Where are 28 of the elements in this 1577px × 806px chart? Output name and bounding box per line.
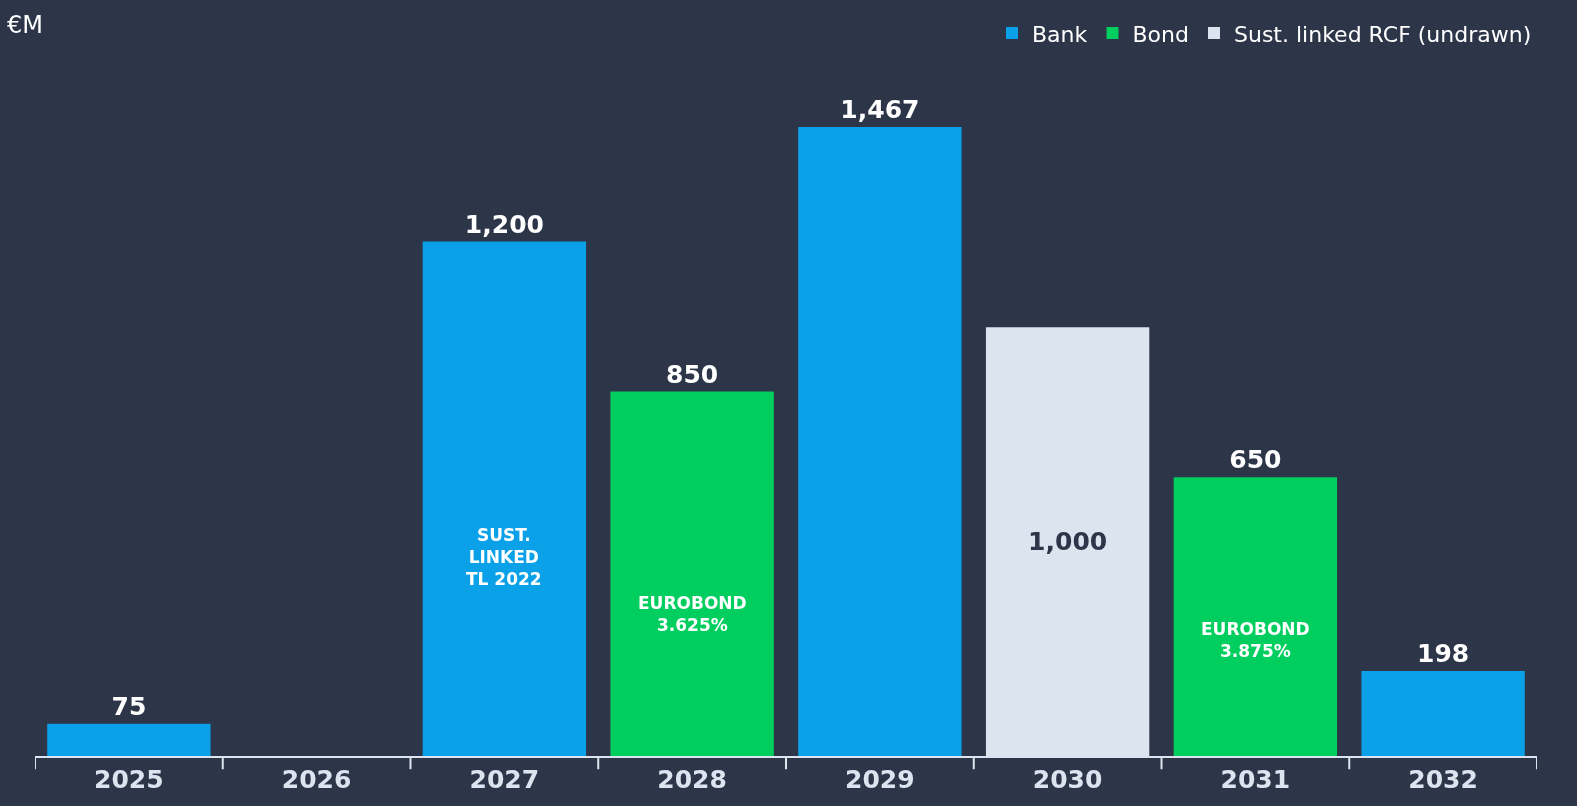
bar — [1173, 477, 1338, 756]
x-tick-label: 2032 — [1408, 765, 1478, 794]
x-tick-label: 2027 — [469, 765, 540, 794]
y-axis-title: €M — [7, 11, 43, 39]
x-tick-label: 2030 — [1032, 765, 1103, 794]
data-label: 75 — [111, 691, 147, 721]
data-label: 1,200 — [464, 209, 544, 239]
data-label: 850 — [666, 359, 719, 389]
bar — [47, 723, 211, 756]
annotation: EUROBOND 3.625% — [638, 593, 747, 636]
bar — [610, 391, 774, 756]
bar — [798, 127, 962, 756]
x-tick-label: 2026 — [281, 765, 352, 794]
x-tick-label: 2031 — [1220, 765, 1291, 794]
x-tick-label: 2029 — [845, 765, 915, 794]
legend-label: Bank — [1032, 21, 1088, 47]
x-tick-label: 2025 — [94, 765, 164, 794]
legend-label: Bond — [1132, 21, 1189, 47]
bar — [422, 241, 587, 756]
data-label: 198 — [1417, 639, 1470, 669]
annotation: EUROBOND 3.875% — [1201, 619, 1310, 662]
legend-label: Sust. linked RCF (undrawn) — [1233, 21, 1532, 47]
bar — [1361, 671, 1525, 756]
data-label: 1,000 — [1028, 527, 1108, 557]
x-tick-label: 2028 — [657, 765, 727, 794]
data-label: 650 — [1229, 445, 1282, 475]
data-label: 1,467 — [840, 95, 920, 125]
annotation: SUST. LINKED TL 2022 — [466, 525, 542, 590]
